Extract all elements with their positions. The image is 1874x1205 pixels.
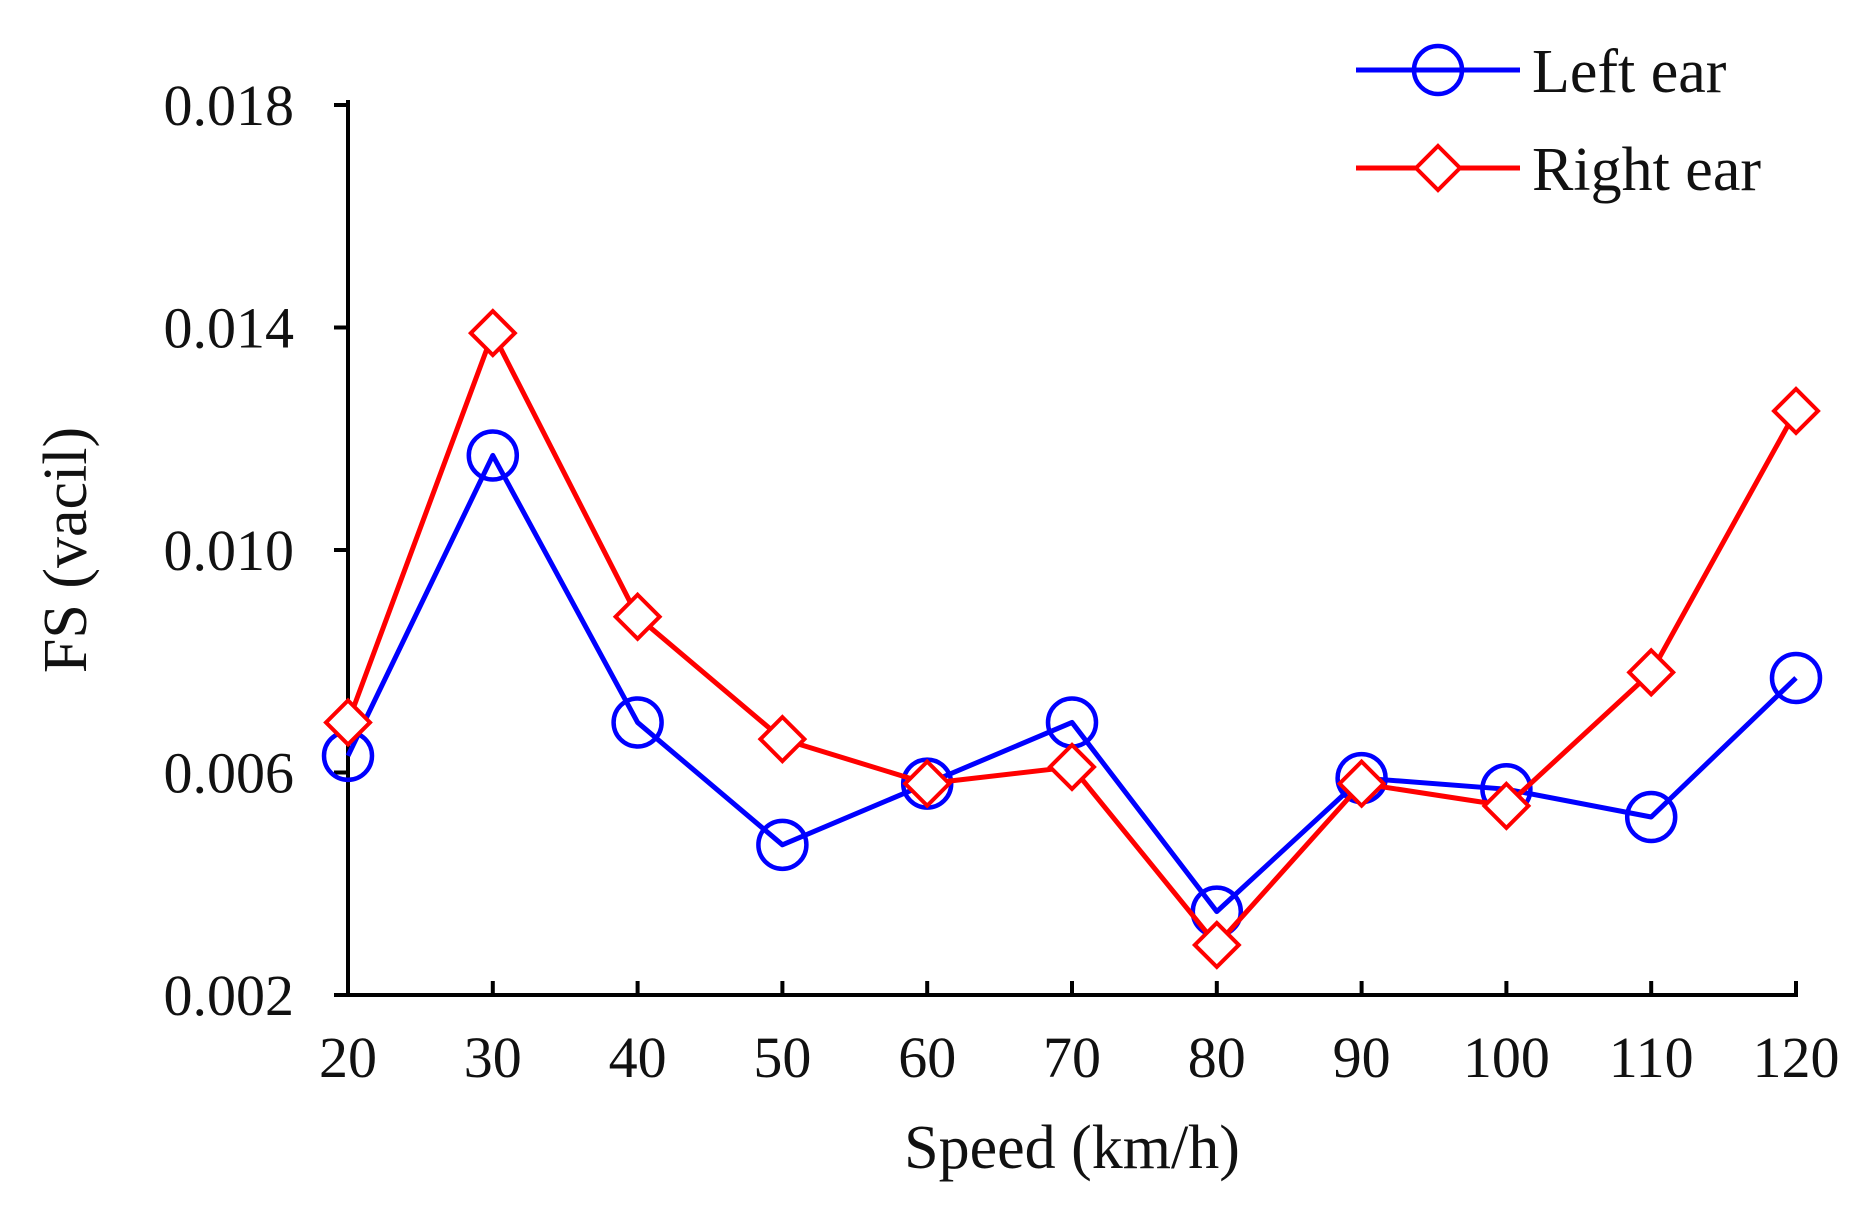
series-line	[345, 330, 1799, 948]
y-tick-label: 0.018	[164, 73, 295, 138]
legend-label: Left ear	[1532, 38, 1727, 106]
diamond-marker	[323, 697, 373, 748]
axes: 0.002 0.006 0.010 0.014 0.018 20 30 40 50 60 70 80 9…	[164, 73, 1840, 1090]
x-tick-label: 100	[1463, 1025, 1550, 1090]
legend-label: Right ear	[1532, 136, 1761, 204]
series-right-ear	[323, 308, 1821, 970]
diamond-marker	[1047, 742, 1097, 792]
legend: Left ear Right ear	[1356, 38, 1761, 204]
y-tick-label: 0.014	[164, 296, 295, 361]
circle-marker	[611, 696, 664, 749]
series-line	[345, 452, 1798, 915]
y-tick-label: 0.010	[164, 518, 295, 583]
x-tick-label: 40	[609, 1025, 667, 1090]
circle-marker	[1624, 790, 1678, 844]
diamond-marker	[1336, 758, 1387, 809]
x-tick-label: 30	[464, 1025, 522, 1090]
diamond-marker	[1191, 920, 1242, 970]
diamond-marker	[1771, 386, 1821, 436]
diamond-marker	[757, 714, 808, 764]
diamond-marker	[1413, 143, 1463, 193]
diamond-marker	[1481, 781, 1532, 831]
y-tick-label: 0.006	[164, 741, 295, 806]
circle-marker	[1411, 43, 1465, 97]
series-left-ear	[321, 429, 1823, 938]
diamond-marker	[902, 758, 953, 809]
x-axis-title: Speed (km/h)	[904, 1114, 1240, 1182]
x-tick-label: 80	[1188, 1025, 1246, 1090]
circle-marker	[1769, 651, 1823, 705]
y-axis-title: FS (vacil)	[32, 427, 100, 673]
x-tick-label: 20	[319, 1025, 377, 1090]
diamond-marker	[467, 308, 518, 358]
y-tick-label: 0.002	[164, 963, 295, 1028]
x-tick-label: 50	[753, 1025, 811, 1090]
circle-marker	[466, 429, 520, 482]
x-tick-label: 110	[1609, 1025, 1694, 1090]
diamond-marker	[612, 591, 663, 642]
x-tick-label: 90	[1333, 1025, 1391, 1090]
x-tick-label: 70	[1043, 1025, 1101, 1090]
x-tick-label: 120	[1753, 1025, 1840, 1090]
series-layer	[321, 308, 1823, 970]
circle-marker	[756, 818, 809, 872]
diamond-marker	[1626, 647, 1677, 698]
x-tick-label: 60	[898, 1025, 956, 1090]
